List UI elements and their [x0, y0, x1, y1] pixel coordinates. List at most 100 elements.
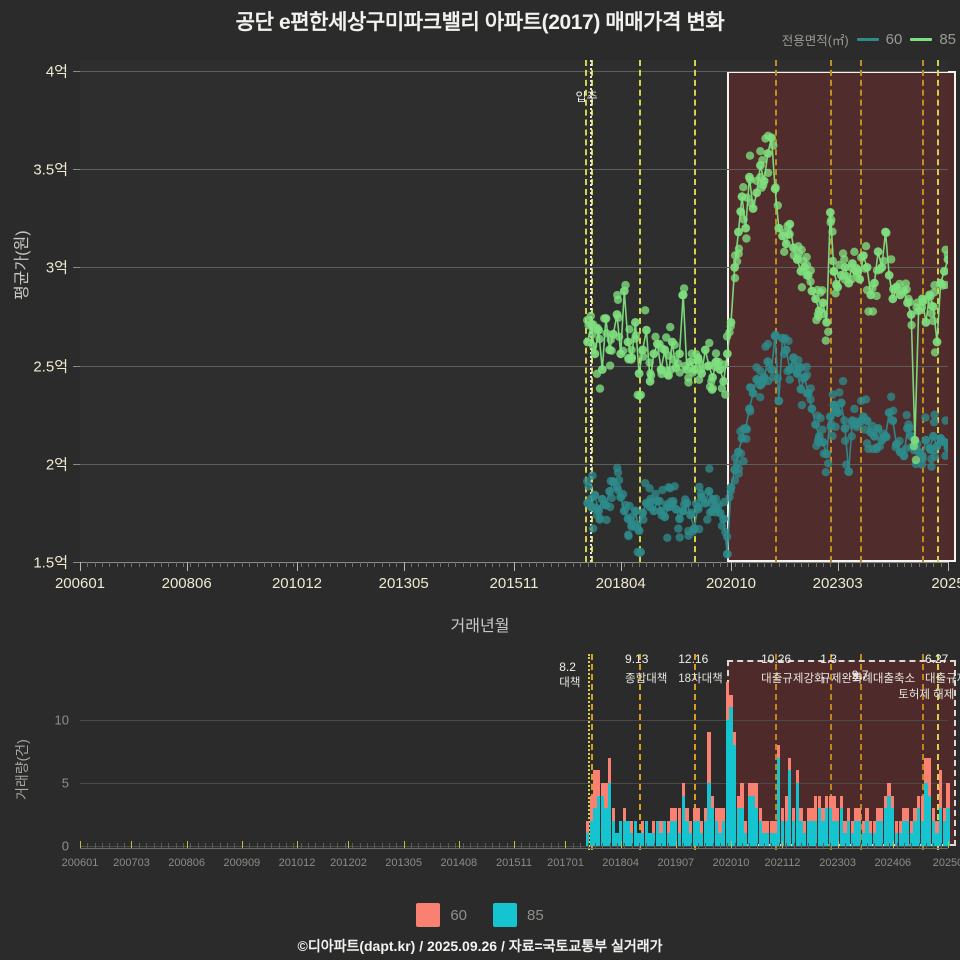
footer-credit: ©디아파트(dapt.kr) / 2025.09.26 / 자료=국토교통부 실… — [297, 938, 663, 954]
volume-x-minor-tick — [263, 843, 265, 848]
volume-bar-85 — [707, 782, 711, 846]
volume-bar-60 — [843, 820, 847, 834]
volume-bar-85 — [729, 707, 733, 846]
volume-bar-60 — [611, 808, 615, 821]
x-minor-tick — [330, 562, 332, 567]
volume-x-minor-tick — [388, 843, 390, 848]
volume-x-major-tick — [403, 841, 405, 848]
x-major-tick — [837, 562, 839, 571]
volume-x-minor-tick — [322, 843, 324, 848]
volume-x-minor-tick — [933, 843, 935, 848]
x-minor-tick — [175, 562, 177, 567]
volume-legend-item-60[interactable]: 60 — [416, 903, 467, 927]
x-minor-tick — [234, 562, 236, 567]
x-minor-tick — [734, 562, 736, 567]
volume-x-minor-tick — [719, 843, 721, 848]
volume-bar-60 — [699, 820, 704, 834]
move-in-line-secondary — [589, 60, 592, 562]
legend-item-60[interactable]: 60 — [856, 31, 902, 48]
volume-bar-60 — [784, 795, 788, 821]
x-minor-tick — [263, 562, 265, 567]
volume-yaxis-title: 거래량(건) — [14, 739, 30, 800]
volume-x-minor-tick — [109, 843, 111, 848]
volume-x-minor-tick — [381, 843, 383, 848]
x-minor-tick — [572, 562, 574, 567]
volume-bar-85 — [615, 833, 619, 846]
volume-bar-60 — [718, 808, 722, 834]
volume-bar-60 — [799, 808, 803, 821]
volume-bar-60 — [766, 820, 770, 834]
x-minor-tick — [661, 562, 663, 567]
volume-x-minor-tick — [911, 843, 913, 848]
volume-x-minor-tick — [455, 843, 457, 848]
volume-bar-60 — [681, 782, 685, 796]
legend-title: 전용면적(㎡) — [781, 34, 849, 48]
volume-x-minor-tick — [940, 843, 942, 848]
volume-bar-85 — [854, 820, 858, 846]
volume-x-tick-label: 201701 — [547, 857, 584, 869]
legend-item-85[interactable]: 85 — [910, 31, 956, 48]
volume-x-minor-tick — [102, 843, 104, 848]
x-minor-tick — [138, 562, 140, 567]
gridline — [80, 463, 948, 465]
x-minor-tick — [528, 562, 530, 567]
volume-legend-item-85[interactable]: 85 — [493, 903, 544, 927]
gridline — [80, 267, 948, 269]
x-minor-tick — [499, 562, 501, 567]
x-minor-tick — [742, 562, 744, 567]
volume-bar-85 — [611, 820, 615, 846]
volume-x-minor-tick — [918, 843, 920, 848]
volume-x-tick-label: 201511 — [496, 857, 532, 869]
volume-x-minor-tick — [469, 843, 471, 848]
gridline — [80, 365, 948, 367]
volume-event-line-10.26 — [775, 654, 778, 850]
volume-bar-60 — [883, 795, 888, 809]
volume-x-minor-tick — [580, 843, 582, 848]
x-minor-tick — [609, 562, 611, 567]
volume-bar-60 — [751, 782, 755, 796]
volume-bar-85 — [696, 820, 700, 846]
volume-x-minor-tick — [366, 843, 368, 848]
volume-x-minor-tick — [87, 843, 89, 848]
volume-bar-60 — [832, 795, 836, 821]
volume-x-minor-tick — [447, 843, 449, 848]
volume-bar-85 — [666, 833, 671, 846]
volume-bar-60 — [641, 820, 645, 834]
volume-x-minor-tick — [212, 843, 214, 848]
y-tick-label: 1.5억 — [33, 554, 68, 572]
volume-chart: 0 5 10 — [55, 654, 956, 854]
x-minor-tick — [719, 562, 721, 567]
x-minor-tick — [344, 562, 346, 567]
move-in-annotation: 입주 — [575, 90, 598, 104]
volume-x-major-tick — [514, 841, 515, 848]
volume-bar-85 — [839, 808, 843, 846]
volume-bar-60 — [696, 808, 700, 821]
x-minor-tick — [418, 562, 420, 567]
volume-bar-60 — [836, 808, 840, 821]
volume-x-minor-tick — [411, 843, 413, 848]
y-tick-label: 2.5억 — [33, 358, 68, 376]
volume-bar-85 — [935, 833, 939, 846]
x-minor-tick — [146, 562, 148, 567]
main-yaxis-title: 평균가(원) — [14, 230, 31, 300]
volume-bar-85 — [766, 833, 770, 846]
volume-bar-60 — [607, 757, 612, 783]
volume-x-major-tick — [837, 841, 839, 848]
volume-x-minor-tick — [205, 843, 207, 848]
event-date-9.13: 9.13 — [625, 652, 649, 666]
event-label-특례대출축소: 특례대출축소 — [851, 673, 916, 685]
volume-bar-60 — [942, 808, 946, 821]
volume-bar-60 — [876, 808, 880, 821]
x-major-tick — [620, 562, 622, 571]
volume-x-minor-tick — [543, 843, 545, 848]
x-tick-label: 202303 — [812, 575, 863, 592]
x-minor-tick — [285, 562, 287, 567]
volume-x-tick-label: 201305 — [385, 857, 423, 869]
x-minor-tick — [278, 562, 280, 567]
main-price-chart: 1.5억 2억 2.5억 3억 3.5억 4억 입주 — [33, 60, 956, 572]
volume-x-minor-tick — [756, 843, 758, 848]
volume-bar-85 — [869, 833, 873, 846]
volume-x-minor-tick — [925, 843, 927, 848]
volume-bar-85 — [677, 833, 682, 846]
x-major-tick — [80, 562, 81, 571]
